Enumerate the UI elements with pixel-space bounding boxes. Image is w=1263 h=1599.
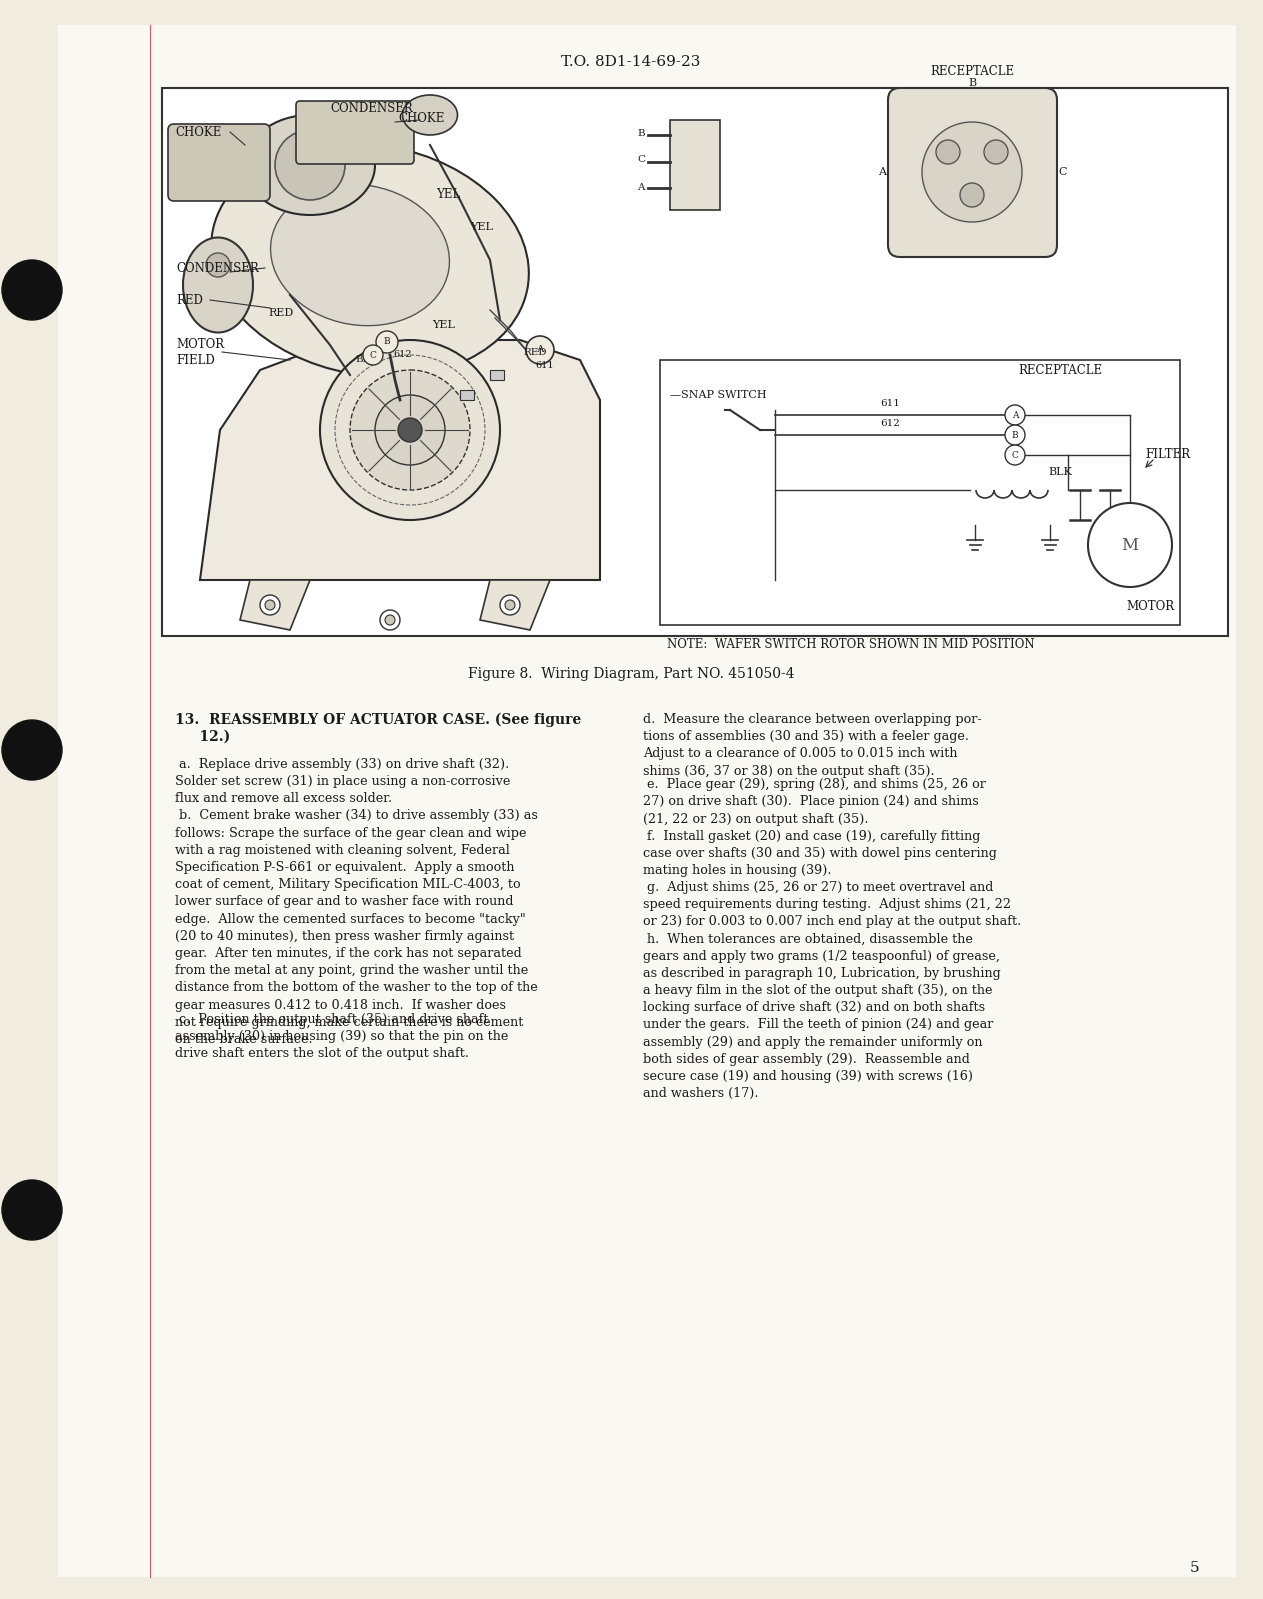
Text: BLK: BLK [1048, 467, 1072, 477]
Circle shape [936, 141, 960, 165]
Circle shape [260, 595, 280, 616]
Text: 12.): 12.) [176, 731, 230, 744]
Text: FILTER: FILTER [1146, 448, 1190, 462]
Circle shape [206, 253, 230, 277]
Ellipse shape [403, 94, 457, 134]
Circle shape [1005, 405, 1026, 425]
Circle shape [320, 341, 500, 520]
Circle shape [922, 122, 1022, 222]
Text: 611: 611 [880, 400, 901, 408]
Text: MOTOR: MOTOR [1125, 600, 1175, 612]
Bar [460, 390, 474, 400]
Text: g.  Adjust shims (25, 26 or 27) to meet overtravel and
speed requirements during: g. Adjust shims (25, 26 or 27) to meet o… [643, 881, 1022, 929]
Text: a.  Replace drive assembly (33) on drive shaft (32).
Solder set screw (31) in pl: a. Replace drive assembly (33) on drive … [176, 758, 510, 806]
Text: 612: 612 [393, 350, 412, 360]
Text: CHOKE: CHOKE [398, 112, 445, 125]
Ellipse shape [245, 115, 375, 214]
Circle shape [265, 600, 275, 609]
Ellipse shape [211, 144, 529, 377]
Text: e.  Place gear (29), spring (28), and shims (25, 26 or
27) on drive shaft (30). : e. Place gear (29), spring (28), and shi… [643, 779, 986, 825]
Circle shape [350, 369, 470, 489]
Text: M: M [1122, 537, 1138, 553]
Circle shape [380, 609, 400, 630]
Text: B: B [384, 337, 390, 347]
Text: FIELD: FIELD [176, 353, 215, 366]
Bar [162, 88, 1228, 636]
Circle shape [3, 720, 62, 780]
Text: Figure 8.  Wiring Diagram, Part NO. 451050-4: Figure 8. Wiring Diagram, Part NO. 45105… [467, 667, 794, 681]
Text: b.  Cement brake washer (34) to drive assembly (33) as
follows: Scrape the surfa: b. Cement brake washer (34) to drive ass… [176, 809, 538, 1046]
Text: RED: RED [268, 309, 293, 318]
FancyBboxPatch shape [888, 88, 1057, 257]
Text: A: A [638, 182, 645, 192]
Circle shape [500, 595, 520, 616]
Circle shape [376, 331, 398, 353]
Text: C: C [370, 350, 376, 360]
Text: 611: 611 [536, 361, 553, 369]
Text: CONDENSER: CONDENSER [330, 101, 413, 115]
Circle shape [1005, 445, 1026, 465]
Text: A: A [537, 345, 544, 355]
Text: YEL: YEL [436, 189, 460, 201]
Circle shape [3, 261, 62, 320]
FancyBboxPatch shape [296, 101, 414, 165]
Text: RECEPTACLE: RECEPTACLE [930, 66, 1014, 78]
Polygon shape [480, 580, 549, 630]
Ellipse shape [183, 238, 253, 333]
Text: RECEPTACLE: RECEPTACLE [1018, 363, 1103, 376]
Text: RED: RED [523, 349, 547, 357]
Text: YEL: YEL [470, 222, 493, 232]
Circle shape [385, 616, 395, 625]
Circle shape [375, 395, 445, 465]
Polygon shape [200, 341, 600, 580]
Bar [669, 120, 720, 209]
Circle shape [398, 417, 422, 441]
Bar [661, 360, 1180, 625]
Text: MOTOR: MOTOR [176, 339, 224, 352]
Text: d.  Measure the clearance between overlapping por-
tions of assemblies (30 and 3: d. Measure the clearance between overlap… [643, 713, 981, 777]
Text: 13.  REASSEMBLY OF ACTUATOR CASE. (See figure: 13. REASSEMBLY OF ACTUATOR CASE. (See fi… [176, 713, 581, 728]
Circle shape [525, 336, 554, 365]
Circle shape [1087, 504, 1172, 587]
FancyBboxPatch shape [168, 125, 270, 201]
Circle shape [362, 345, 383, 365]
Circle shape [275, 130, 345, 200]
Text: CONDENSER: CONDENSER [176, 262, 259, 275]
Text: A: A [878, 166, 887, 177]
Bar [490, 369, 504, 381]
Circle shape [505, 600, 515, 609]
Text: B: B [638, 128, 645, 138]
Text: 612: 612 [880, 419, 901, 429]
Text: NOTE:  WAFER SWITCH ROTOR SHOWN IN MID POSITION: NOTE: WAFER SWITCH ROTOR SHOWN IN MID PO… [667, 638, 1034, 651]
Text: —SNAP SWITCH: —SNAP SWITCH [669, 390, 767, 400]
Circle shape [3, 1180, 62, 1239]
Polygon shape [240, 580, 309, 630]
Circle shape [960, 182, 984, 206]
Circle shape [1005, 425, 1026, 445]
Text: C: C [1058, 166, 1066, 177]
Text: C: C [637, 155, 645, 165]
Text: BLK: BLK [355, 355, 378, 365]
Text: B: B [1012, 430, 1018, 440]
Text: B: B [967, 78, 976, 88]
Text: c.  Position the output shaft (35) and drive shaft
assembly (30) in housing (39): c. Position the output shaft (35) and dr… [176, 1012, 509, 1060]
Text: h.  When tolerances are obtained, disassemble the
gears and apply two grams (1/2: h. When tolerances are obtained, disasse… [643, 932, 1000, 1100]
Circle shape [984, 141, 1008, 165]
Text: A: A [1012, 411, 1018, 419]
Text: f.  Install gasket (20) and case (19), carefully fitting
case over shafts (30 an: f. Install gasket (20) and case (19), ca… [643, 830, 997, 876]
Text: T.O. 8D1-14-69-23: T.O. 8D1-14-69-23 [561, 54, 701, 69]
Text: YEL: YEL [432, 320, 455, 329]
Ellipse shape [270, 184, 450, 326]
Text: RED: RED [176, 294, 203, 307]
Text: CHOKE: CHOKE [176, 125, 221, 139]
Text: 5: 5 [1190, 1561, 1200, 1575]
Text: C: C [1012, 451, 1018, 459]
